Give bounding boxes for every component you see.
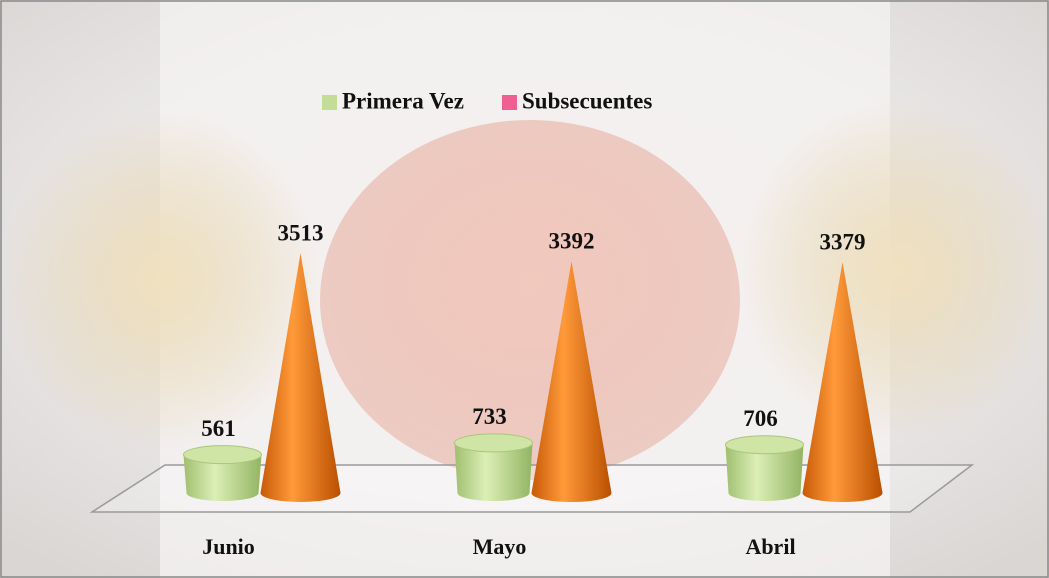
cylinder <box>726 436 804 501</box>
page: {"chart_data": {"type": "cone", "categor… <box>0 0 1049 578</box>
belly <box>320 120 740 480</box>
cylinder-top <box>455 434 533 452</box>
value-label: 3513 <box>278 220 324 245</box>
chart: Primera Vez Subsecuentes Junio 561 3513 Mayo… <box>0 0 1049 578</box>
value-label: 561 <box>201 416 236 441</box>
value-label: 733 <box>472 404 507 429</box>
legend-label: Primera Vez <box>342 88 464 113</box>
x-tick-label: Abril <box>745 534 795 559</box>
cylinder <box>455 434 533 501</box>
legend-swatch <box>502 95 517 110</box>
cylinder-top <box>726 436 804 454</box>
legend-swatch <box>322 95 337 110</box>
x-tick-label: Mayo <box>473 534 527 559</box>
value-label: 3392 <box>549 229 595 254</box>
legend-label: Subsecuentes <box>522 88 652 113</box>
cylinder <box>184 446 262 501</box>
cylinder-top <box>184 446 262 464</box>
x-tick-label: Junio <box>202 534 255 559</box>
value-label: 3379 <box>820 229 866 254</box>
value-label: 706 <box>743 406 778 431</box>
child-left <box>0 110 320 450</box>
child-right <box>740 100 1049 440</box>
